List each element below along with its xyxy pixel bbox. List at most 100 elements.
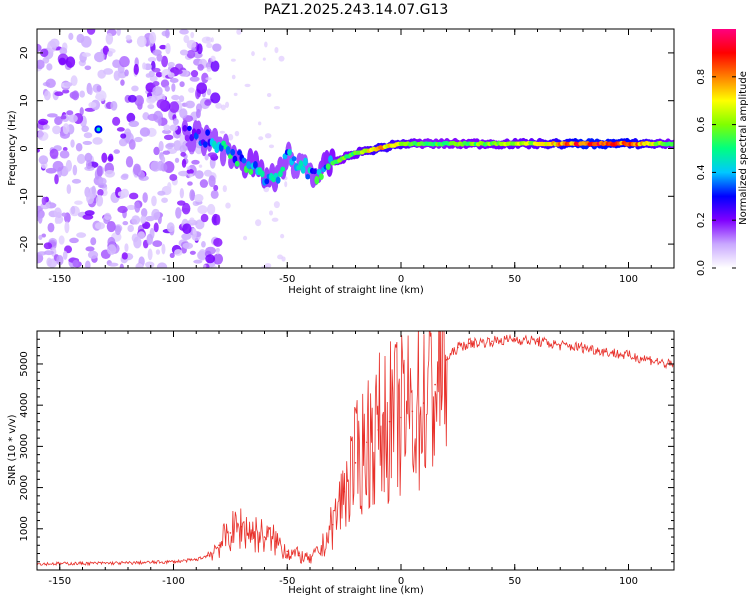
noise-speck — [65, 159, 73, 172]
noise-speck — [110, 100, 118, 111]
noise-speck — [197, 64, 204, 71]
noise-speck — [106, 220, 116, 233]
noise-speck — [206, 88, 212, 96]
noise-speck — [194, 170, 204, 179]
noise-speck — [156, 99, 168, 110]
noise-speck — [231, 74, 236, 80]
spectrogram-y-tick-label: -10 — [19, 188, 30, 204]
noise-speck — [167, 72, 175, 78]
noise-speck — [107, 262, 119, 267]
noise-speck — [113, 149, 120, 154]
noise-speck — [280, 233, 285, 239]
snr-point — [650, 359, 653, 361]
spectrogram-x-ticks: -150 -100 -50 0 50 100 — [36, 29, 675, 285]
noise-speck — [165, 143, 174, 150]
noise-speck — [124, 243, 129, 252]
noise-speck — [42, 124, 50, 130]
noise-speck — [200, 213, 209, 223]
noise-speck — [165, 43, 171, 55]
ridge-core — [264, 178, 270, 185]
noise-speck — [208, 175, 216, 188]
snr-point — [366, 441, 368, 444]
snr-point — [377, 429, 380, 431]
snr-point — [275, 540, 277, 542]
noise-speck — [185, 100, 195, 109]
ridge-core — [202, 141, 208, 148]
noise-speck — [258, 136, 264, 141]
noise-speck — [178, 170, 189, 177]
noise-speck — [169, 124, 179, 132]
ridge-core — [303, 157, 308, 167]
noise-speck — [52, 125, 62, 135]
snr-point — [297, 554, 300, 557]
noise-speck — [72, 164, 78, 176]
noise-speck — [124, 69, 129, 77]
noise-speck — [84, 65, 92, 71]
ridge-core — [325, 163, 331, 170]
noise-speck — [133, 63, 139, 75]
noise-speck — [164, 85, 170, 92]
noise-speck — [121, 173, 129, 179]
noise-speck — [58, 235, 65, 245]
snr-point — [240, 525, 243, 528]
noise-speck — [70, 205, 76, 215]
noise-speck — [142, 192, 148, 203]
snr-y-label: SNR (10 * v/v) — [7, 414, 18, 485]
noise-speck — [84, 152, 93, 163]
noise-speck — [75, 143, 83, 152]
noise-speck — [86, 29, 96, 35]
noise-speck — [84, 210, 95, 216]
noise-speck — [69, 237, 79, 244]
snr-point — [627, 354, 630, 357]
noise-speck — [37, 129, 44, 140]
noise-speck — [196, 43, 203, 55]
noise-speck — [172, 118, 179, 126]
noise-speck — [152, 86, 163, 96]
noise-speck — [195, 108, 201, 119]
noise-speck — [37, 59, 45, 70]
noise-speck — [65, 56, 76, 68]
noise-speck — [161, 197, 168, 204]
ridge-core — [291, 156, 297, 162]
snr-point — [536, 340, 539, 343]
noise-speck — [70, 139, 75, 148]
noise-speck — [161, 243, 166, 255]
snr-y-tick-label: 5000 — [19, 351, 30, 376]
noise-speck — [204, 154, 209, 161]
noise-speck — [37, 118, 49, 126]
noise-speck — [182, 242, 194, 250]
snr-point — [491, 340, 493, 343]
ridge-core — [241, 157, 247, 164]
snr-point — [445, 359, 448, 361]
ridge-core — [278, 170, 283, 178]
ridge-core — [318, 173, 324, 181]
noise-speck — [62, 89, 70, 94]
noise-speck — [85, 246, 95, 252]
noise-speck — [181, 202, 191, 215]
noise-speck — [196, 82, 208, 94]
noise-speck — [262, 57, 266, 61]
noise-speck — [135, 263, 144, 268]
noise-speck — [43, 90, 51, 101]
snr-point — [559, 344, 562, 347]
noise-speck — [80, 36, 92, 48]
snr-point — [513, 338, 516, 341]
noise-speck — [91, 185, 96, 195]
noise-speck — [116, 29, 121, 36]
spectrogram-y-tick-label: 10 — [19, 94, 30, 107]
noise-speck — [171, 83, 176, 92]
noise-speck — [128, 120, 140, 128]
noise-speck — [96, 85, 102, 92]
noise-speck — [147, 248, 153, 261]
noise-speck — [284, 181, 288, 188]
snr-point — [127, 562, 129, 564]
noise-speck — [127, 94, 137, 103]
spectrogram-heatmap — [37, 29, 674, 268]
noise-speck — [125, 156, 134, 168]
noise-speck — [153, 222, 159, 233]
noise-speck — [37, 43, 42, 53]
noise-speck — [66, 184, 72, 195]
noise-speck — [182, 223, 192, 235]
noise-speck — [119, 56, 130, 68]
